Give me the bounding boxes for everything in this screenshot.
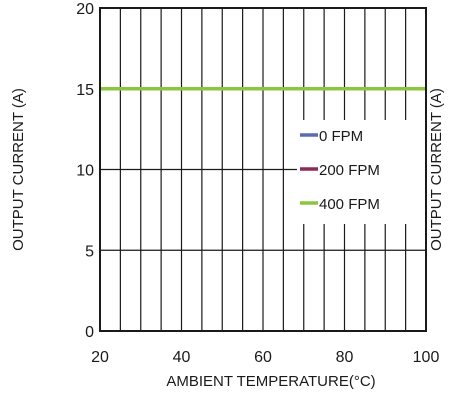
x-tick-label: 100 xyxy=(413,349,440,366)
x-tick-label: 40 xyxy=(173,349,191,366)
legend-label: 200 FPM xyxy=(319,162,380,179)
y-tick-label: 5 xyxy=(85,243,94,260)
legend: 0 FPM 200 FPM 400 FPM xyxy=(297,120,425,224)
y-tick-label: 20 xyxy=(76,1,94,18)
y-tick-label: 15 xyxy=(76,82,94,99)
x-axis-label: AMBIENT TEMPERATURE(°C) xyxy=(166,373,375,390)
legend-label: 400 FPM xyxy=(319,196,380,213)
tick-labels: 20 40 60 80 100 0 5 10 15 20 xyxy=(76,1,439,366)
x-tick-label: 60 xyxy=(254,349,272,366)
x-tick-label: 20 xyxy=(91,349,109,366)
y-axis-label-right: OUTPUT CURRENT (A) xyxy=(428,88,445,251)
y-tick-label: 0 xyxy=(85,324,94,341)
legend-box xyxy=(297,120,425,224)
plot-frame xyxy=(99,7,427,332)
y-axis-label: OUTPUT CURRENT (A) xyxy=(10,88,27,251)
legend-label: 0 FPM xyxy=(319,128,363,145)
y-tick-label: 10 xyxy=(76,163,94,180)
x-tick-label: 80 xyxy=(336,349,354,366)
